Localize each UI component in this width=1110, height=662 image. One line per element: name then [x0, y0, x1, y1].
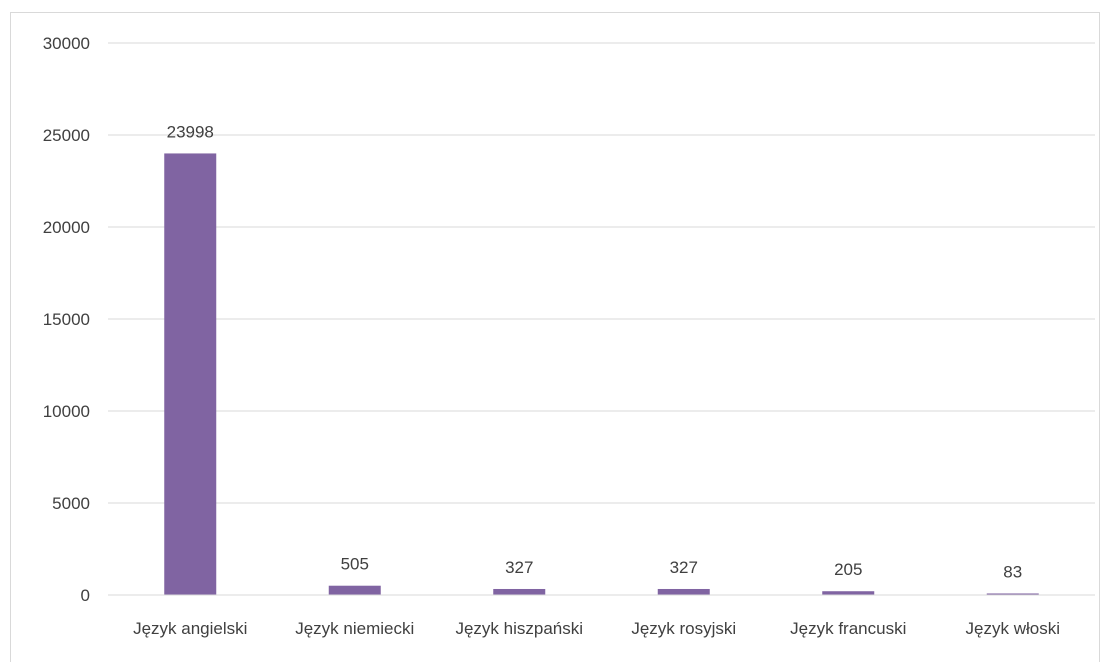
y-tick-label: 5000	[52, 494, 90, 513]
y-tick-label: 10000	[43, 402, 90, 421]
bars	[164, 153, 1039, 595]
data-label: 327	[670, 558, 698, 577]
x-axis-category-labels: Język angielski Język niemiecki Język hisz…	[133, 619, 1060, 638]
data-label: 505	[341, 555, 369, 574]
bar	[657, 588, 710, 595]
x-category-label: Język niemiecki	[295, 619, 414, 638]
bar	[493, 588, 546, 595]
y-tick-label: 30000	[43, 34, 90, 53]
y-tick-label: 0	[81, 586, 90, 605]
x-category-label: Język rosyjski	[631, 619, 736, 638]
data-label: 83	[1003, 562, 1022, 581]
y-tick-label: 25000	[43, 126, 90, 145]
data-label: 205	[834, 560, 862, 579]
x-category-label: Język francuski	[790, 619, 906, 638]
bar	[986, 593, 1039, 595]
y-tick-label: 20000	[43, 218, 90, 237]
bar	[822, 591, 875, 595]
data-labels: 23998 505 327 327 205 83	[167, 122, 1023, 581]
data-label: 327	[505, 558, 533, 577]
bar	[328, 585, 381, 595]
bar	[164, 153, 217, 595]
gridlines	[108, 42, 1095, 504]
x-category-label: Język włoski	[966, 619, 1060, 638]
x-category-label: Język hiszpański	[455, 619, 583, 638]
y-tick-label: 15000	[43, 310, 90, 329]
chart-frame	[10, 12, 1100, 662]
y-axis-tick-labels: 0 5000 10000 15000 20000 25000 30000	[43, 34, 90, 605]
data-label: 23998	[167, 122, 214, 141]
x-category-label: Język angielski	[133, 619, 247, 638]
